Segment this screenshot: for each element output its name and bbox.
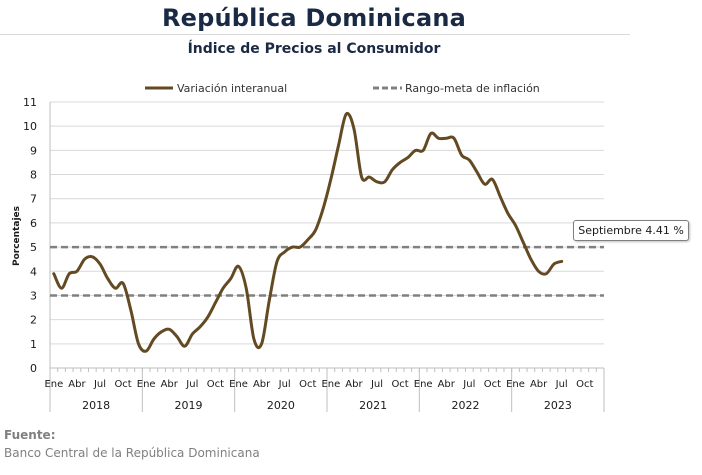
title-divider bbox=[0, 34, 630, 35]
series-layer bbox=[52, 111, 564, 353]
y-tick-label: 6 bbox=[30, 217, 37, 230]
y-axis-ticks: 0 1 2 3 4 5 6 7 8 9 10 11 bbox=[23, 96, 37, 375]
x-month-label: Abr bbox=[68, 379, 86, 390]
x-year-label: 2021 bbox=[359, 399, 387, 412]
x-month-label: Oct bbox=[484, 379, 501, 390]
x-month-label: Jul bbox=[93, 379, 106, 390]
y-tick-label: 2 bbox=[30, 314, 37, 327]
x-year-label: 2022 bbox=[452, 399, 480, 412]
x-month-label: Oct bbox=[391, 379, 408, 390]
latest-value-callout: Septiembre 4.41 % bbox=[573, 220, 689, 241]
page-subtitle: Índice de Precios al Consumidor bbox=[187, 41, 441, 57]
source-text: Banco Central de la República Dominicana bbox=[4, 446, 260, 460]
y-tick-label: 1 bbox=[30, 338, 37, 351]
chart-area: Variación interanual Rango-meta de infla… bbox=[12, 82, 605, 412]
x-month-label: Oct bbox=[114, 379, 131, 390]
legend: Variación interanual Rango-meta de infla… bbox=[145, 82, 540, 95]
target-band bbox=[50, 245, 604, 297]
x-month-label: Ene bbox=[414, 379, 433, 390]
x-month-label: Jul bbox=[185, 379, 198, 390]
x-month-label: Abr bbox=[161, 379, 179, 390]
x-month-label: Abr bbox=[530, 379, 548, 390]
series-line bbox=[52, 111, 564, 353]
y-tick-label: 8 bbox=[30, 169, 37, 182]
x-month-label: Oct bbox=[299, 379, 316, 390]
x-month-label: Abr bbox=[438, 379, 456, 390]
y-tick-label: 5 bbox=[30, 241, 37, 254]
x-month-label: Ene bbox=[229, 379, 248, 390]
y-axis-label: Porcentajes bbox=[12, 206, 22, 266]
source-label: Fuente: bbox=[4, 428, 56, 442]
x-year-label: 2020 bbox=[267, 399, 295, 412]
x-month-label: Oct bbox=[576, 379, 593, 390]
y-tick-label: 9 bbox=[30, 144, 37, 157]
x-axis: Ene Abr Jul Oct 2018 Ene Abr Jul Oct 2019 Ene Abr Ju… bbox=[44, 367, 605, 412]
x-month-label: Jul bbox=[555, 379, 568, 390]
x-month-label: Ene bbox=[506, 379, 525, 390]
x-month-label: Ene bbox=[44, 379, 63, 390]
y-tick-label: 11 bbox=[23, 96, 37, 109]
x-month-label: Ene bbox=[321, 379, 340, 390]
legend-band-label: Rango-meta de inflación bbox=[405, 82, 540, 95]
x-month-label: Abr bbox=[345, 379, 363, 390]
x-year-label: 2019 bbox=[175, 399, 203, 412]
y-tick-label: 4 bbox=[30, 265, 37, 278]
y-tick-label: 10 bbox=[23, 120, 37, 133]
x-month-label: Oct bbox=[207, 379, 224, 390]
x-year-label: 2018 bbox=[82, 399, 110, 412]
x-month-label: Ene bbox=[137, 379, 156, 390]
x-year-label: 2023 bbox=[544, 399, 572, 412]
x-month-label: Jul bbox=[370, 379, 383, 390]
y-tick-label: 0 bbox=[30, 362, 37, 375]
x-month-label: Jul bbox=[278, 379, 291, 390]
x-month-label: Jul bbox=[462, 379, 475, 390]
x-month-label: Abr bbox=[253, 379, 271, 390]
y-tick-label: 3 bbox=[30, 289, 37, 302]
page-title: República Dominicana bbox=[161, 4, 467, 32]
y-tick-label: 7 bbox=[30, 193, 37, 206]
legend-series-label: Variación interanual bbox=[177, 82, 287, 95]
